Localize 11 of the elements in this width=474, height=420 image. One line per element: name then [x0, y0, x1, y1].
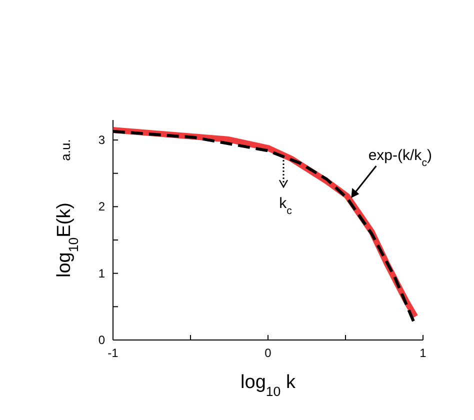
x-tick-label: -1 — [108, 346, 119, 360]
y-tick-label: 2 — [98, 200, 106, 214]
annotation: k$_{c}$ — [279, 195, 292, 217]
y-tick-label: 3 — [98, 133, 106, 147]
y-tick-label: 0 — [98, 333, 106, 347]
x-tick-label: 1 — [420, 346, 427, 360]
x-tick-label: 0 — [264, 346, 272, 360]
annotation: exp-(k/k$_{c}$) — [368, 147, 432, 169]
x-axis-title: log$_{10}$ k — [240, 372, 296, 398]
text: a.u. — [58, 139, 73, 161]
y-tick-label: 1 — [98, 266, 106, 280]
